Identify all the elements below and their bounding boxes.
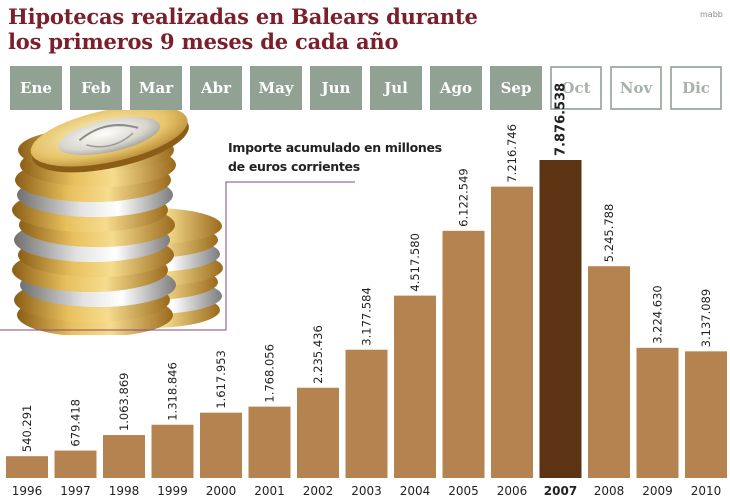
tick-label-1996: 1996: [12, 484, 43, 498]
stacked-euro-coins-icon: [12, 110, 223, 335]
value-label-2004: 4.517.580: [408, 233, 422, 292]
value-label-2009: 3.224.630: [651, 285, 665, 344]
tick-label-2003: 2003: [351, 484, 382, 498]
tick-label-1998: 1998: [109, 484, 140, 498]
value-label-1998: 1.063.869: [117, 373, 131, 432]
month-nov: Nov: [610, 66, 662, 110]
note-line-2: de euros corrientes: [228, 159, 360, 174]
month-ago: Ago: [430, 66, 482, 110]
note-line-1: Importe acumulado en millones: [228, 140, 442, 155]
title-line-1: Hipotecas realizadas en Balears durante: [8, 4, 478, 29]
value-label-1999: 1.318.846: [166, 362, 180, 421]
month-oct: Oct: [550, 66, 602, 110]
month-ene: Ene: [10, 66, 62, 110]
month-abr: Abr: [190, 66, 242, 110]
value-label-2007: 7.876.538: [554, 83, 569, 156]
tick-label-2002: 2002: [303, 484, 334, 498]
month-jul: Jul: [370, 66, 422, 110]
tick-label-1997: 1997: [60, 484, 91, 498]
month-jun: Jun: [310, 66, 362, 110]
bar-2001: [248, 406, 291, 478]
bar-2010: [685, 351, 727, 478]
tick-label-2009: 2009: [642, 484, 673, 498]
chart-unit-note: Importe acumulado en millones de euros c…: [228, 138, 442, 176]
value-label-2003: 3.177.584: [360, 287, 374, 346]
bar-1997: [54, 450, 97, 478]
month-dic: Dic: [670, 66, 722, 110]
tick-label-2004: 2004: [400, 484, 431, 498]
bar-2004: [394, 295, 436, 478]
value-label-2005: 6.122.549: [457, 168, 471, 227]
bar-2006: [491, 186, 533, 479]
tick-label-2007: 2007: [544, 484, 577, 498]
tick-label-2010: 2010: [691, 484, 722, 498]
value-label-2006: 7.216.746: [505, 124, 519, 183]
bar-2007: [539, 160, 582, 478]
tick-label-2006: 2006: [497, 484, 528, 498]
title-line-2: los primeros 9 meses de cada año: [8, 29, 399, 54]
bar-2009: [636, 347, 679, 478]
bar-2002: [297, 387, 339, 478]
author-credit: mabb: [700, 10, 723, 19]
value-label-2008: 5.245.788: [602, 204, 616, 263]
bar-1996: [6, 456, 48, 478]
note-leader-line: [0, 181, 355, 331]
value-label-1997: 679.418: [69, 399, 83, 447]
bar-2003: [345, 349, 388, 478]
value-label-2010: 3.137.089: [699, 289, 713, 348]
tick-label-2000: 2000: [206, 484, 237, 498]
bar-1998: [103, 435, 145, 478]
tick-label-1999: 1999: [157, 484, 188, 498]
value-label-2001: 1.768.056: [263, 344, 277, 403]
bar-2000: [200, 412, 242, 478]
month-feb: Feb: [70, 66, 122, 110]
value-label-2002: 2.235.436: [311, 325, 325, 384]
tick-label-2001: 2001: [254, 484, 285, 498]
coin-top: [30, 110, 189, 173]
month-sep: Sep: [490, 66, 542, 110]
chart-title: Hipotecas realizadas en Balears durante …: [8, 4, 478, 54]
tick-label-2008: 2008: [594, 484, 625, 498]
value-label-1996: 540.291: [20, 405, 34, 453]
value-label-2000: 1.617.953: [214, 350, 228, 409]
bar-2005: [442, 230, 485, 478]
month-strip: Ene Feb Mar Abr May Jun Jul Ago Sep Oct Nov Dic: [10, 66, 722, 112]
bar-2008: [588, 266, 630, 478]
tick-label-2005: 2005: [448, 484, 479, 498]
month-may: May: [250, 66, 302, 110]
bar-1999: [151, 424, 194, 478]
month-mar: Mar: [130, 66, 182, 110]
